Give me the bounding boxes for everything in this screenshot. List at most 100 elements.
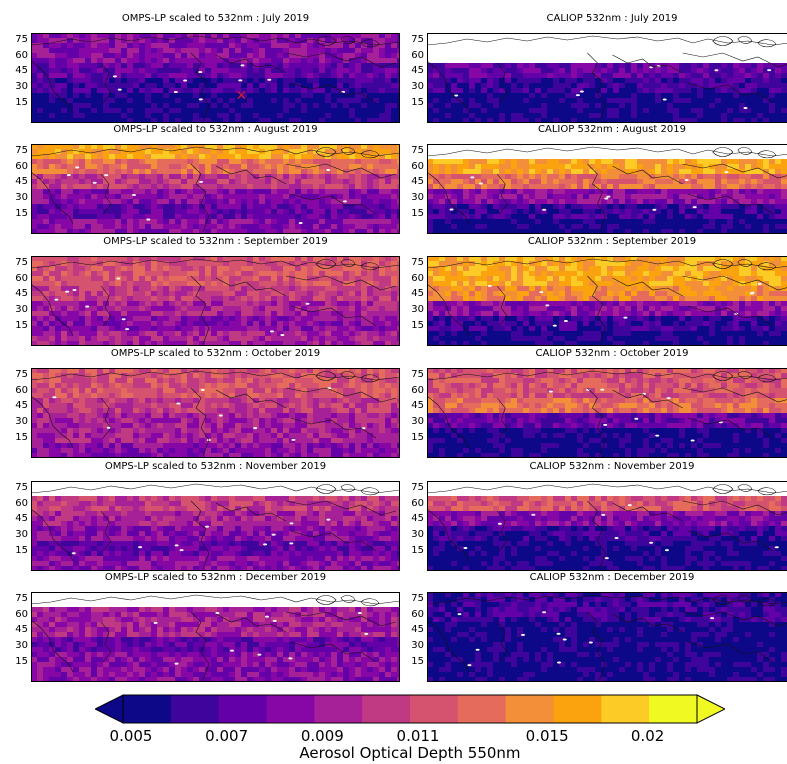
aod-cell	[511, 93, 518, 99]
aod-cell	[343, 108, 350, 114]
aod-cell	[79, 189, 86, 195]
aod-cell	[331, 256, 338, 262]
aod-cell	[109, 184, 116, 190]
aod-cell	[271, 33, 278, 39]
aod-cell	[763, 204, 770, 210]
aod-cell	[541, 194, 548, 200]
aod-cell	[67, 149, 74, 155]
aod-cell	[157, 108, 164, 114]
aod-cell	[295, 204, 302, 210]
aod-cell	[451, 164, 458, 170]
aod-cell	[253, 301, 260, 307]
aod-cell	[391, 159, 398, 165]
aod-cell	[37, 179, 44, 185]
aod-cell	[427, 83, 434, 89]
aod-cell	[433, 199, 440, 205]
aod-cell	[373, 58, 380, 64]
aod-cell	[655, 209, 662, 215]
aod-cell	[631, 78, 638, 84]
aod-cell	[277, 321, 284, 327]
aod-cell	[427, 184, 434, 190]
aod-cell	[175, 261, 182, 267]
aod-cell	[301, 229, 308, 234]
aod-cell	[73, 281, 80, 287]
aod-cell	[373, 281, 380, 287]
aod-cell	[583, 209, 590, 215]
aod-cell	[289, 261, 296, 267]
aod-cell	[511, 199, 518, 205]
aod-cell	[277, 296, 284, 302]
missing-data-spot	[173, 91, 178, 94]
aod-cell	[193, 88, 200, 94]
aod-cell	[397, 291, 400, 297]
aod-cell	[331, 204, 338, 210]
aod-cell	[157, 118, 164, 123]
aod-cell	[307, 149, 314, 155]
aod-cell	[127, 219, 134, 225]
aod-cell	[265, 174, 272, 180]
aod-cell	[373, 256, 380, 262]
aod-cell	[367, 326, 374, 332]
aod-cell	[367, 73, 374, 79]
aod-cell	[163, 256, 170, 262]
aod-cell	[307, 43, 314, 49]
aod-cell	[217, 154, 224, 160]
aod-cell	[367, 199, 374, 205]
aod-cell	[121, 88, 128, 94]
aod-cell	[457, 159, 464, 165]
aod-cell	[37, 229, 44, 234]
aod-cell	[253, 154, 260, 160]
aod-cell	[235, 68, 242, 74]
aod-cell	[439, 108, 446, 114]
aod-cell	[199, 43, 206, 49]
aod-cell	[385, 38, 392, 44]
coastline-6	[682, 163, 787, 179]
aod-cell	[391, 199, 398, 205]
aod-cell	[469, 189, 476, 195]
aod-cell	[97, 159, 104, 165]
aod-cell	[103, 179, 110, 185]
aod-cell	[343, 78, 350, 84]
aod-cell	[241, 296, 248, 302]
aod-cell	[337, 103, 344, 109]
aod-cell	[349, 179, 356, 185]
aod-cell	[187, 184, 194, 190]
aod-cell	[313, 169, 320, 175]
aod-cell	[127, 43, 134, 49]
aod-cell	[607, 83, 614, 89]
aod-cell	[643, 159, 650, 165]
aod-cell	[511, 164, 518, 170]
aod-cell	[337, 63, 344, 69]
aod-cell	[373, 68, 380, 74]
aod-cell	[175, 189, 182, 195]
aod-cell	[469, 199, 476, 205]
aod-cell	[175, 321, 182, 327]
aod-cell	[463, 169, 470, 175]
aod-cell	[433, 224, 440, 230]
aod-cell	[433, 164, 440, 170]
aod-cell	[553, 164, 560, 170]
aod-cell	[397, 83, 400, 89]
aod-cell	[703, 108, 710, 114]
aod-cell	[31, 113, 38, 119]
aod-cell	[343, 266, 350, 272]
aod-cell	[115, 53, 122, 59]
aod-cell	[253, 291, 260, 297]
missing-data-spot	[714, 69, 719, 72]
aod-cell	[181, 271, 188, 277]
aod-cell	[427, 229, 434, 234]
aod-cell	[391, 189, 398, 195]
aod-cell	[307, 103, 314, 109]
aod-cell	[139, 113, 146, 119]
aod-cell	[349, 271, 356, 277]
aod-cell	[643, 214, 650, 220]
aod-cell	[433, 103, 440, 109]
aod-cell	[199, 68, 206, 74]
aod-cell	[85, 93, 92, 99]
aod-cell	[349, 83, 356, 89]
aod-cell	[217, 93, 224, 99]
aod-cell	[205, 113, 212, 119]
missing-data-spot	[199, 180, 204, 183]
aod-cell	[235, 261, 242, 267]
aod-cell	[265, 53, 272, 59]
